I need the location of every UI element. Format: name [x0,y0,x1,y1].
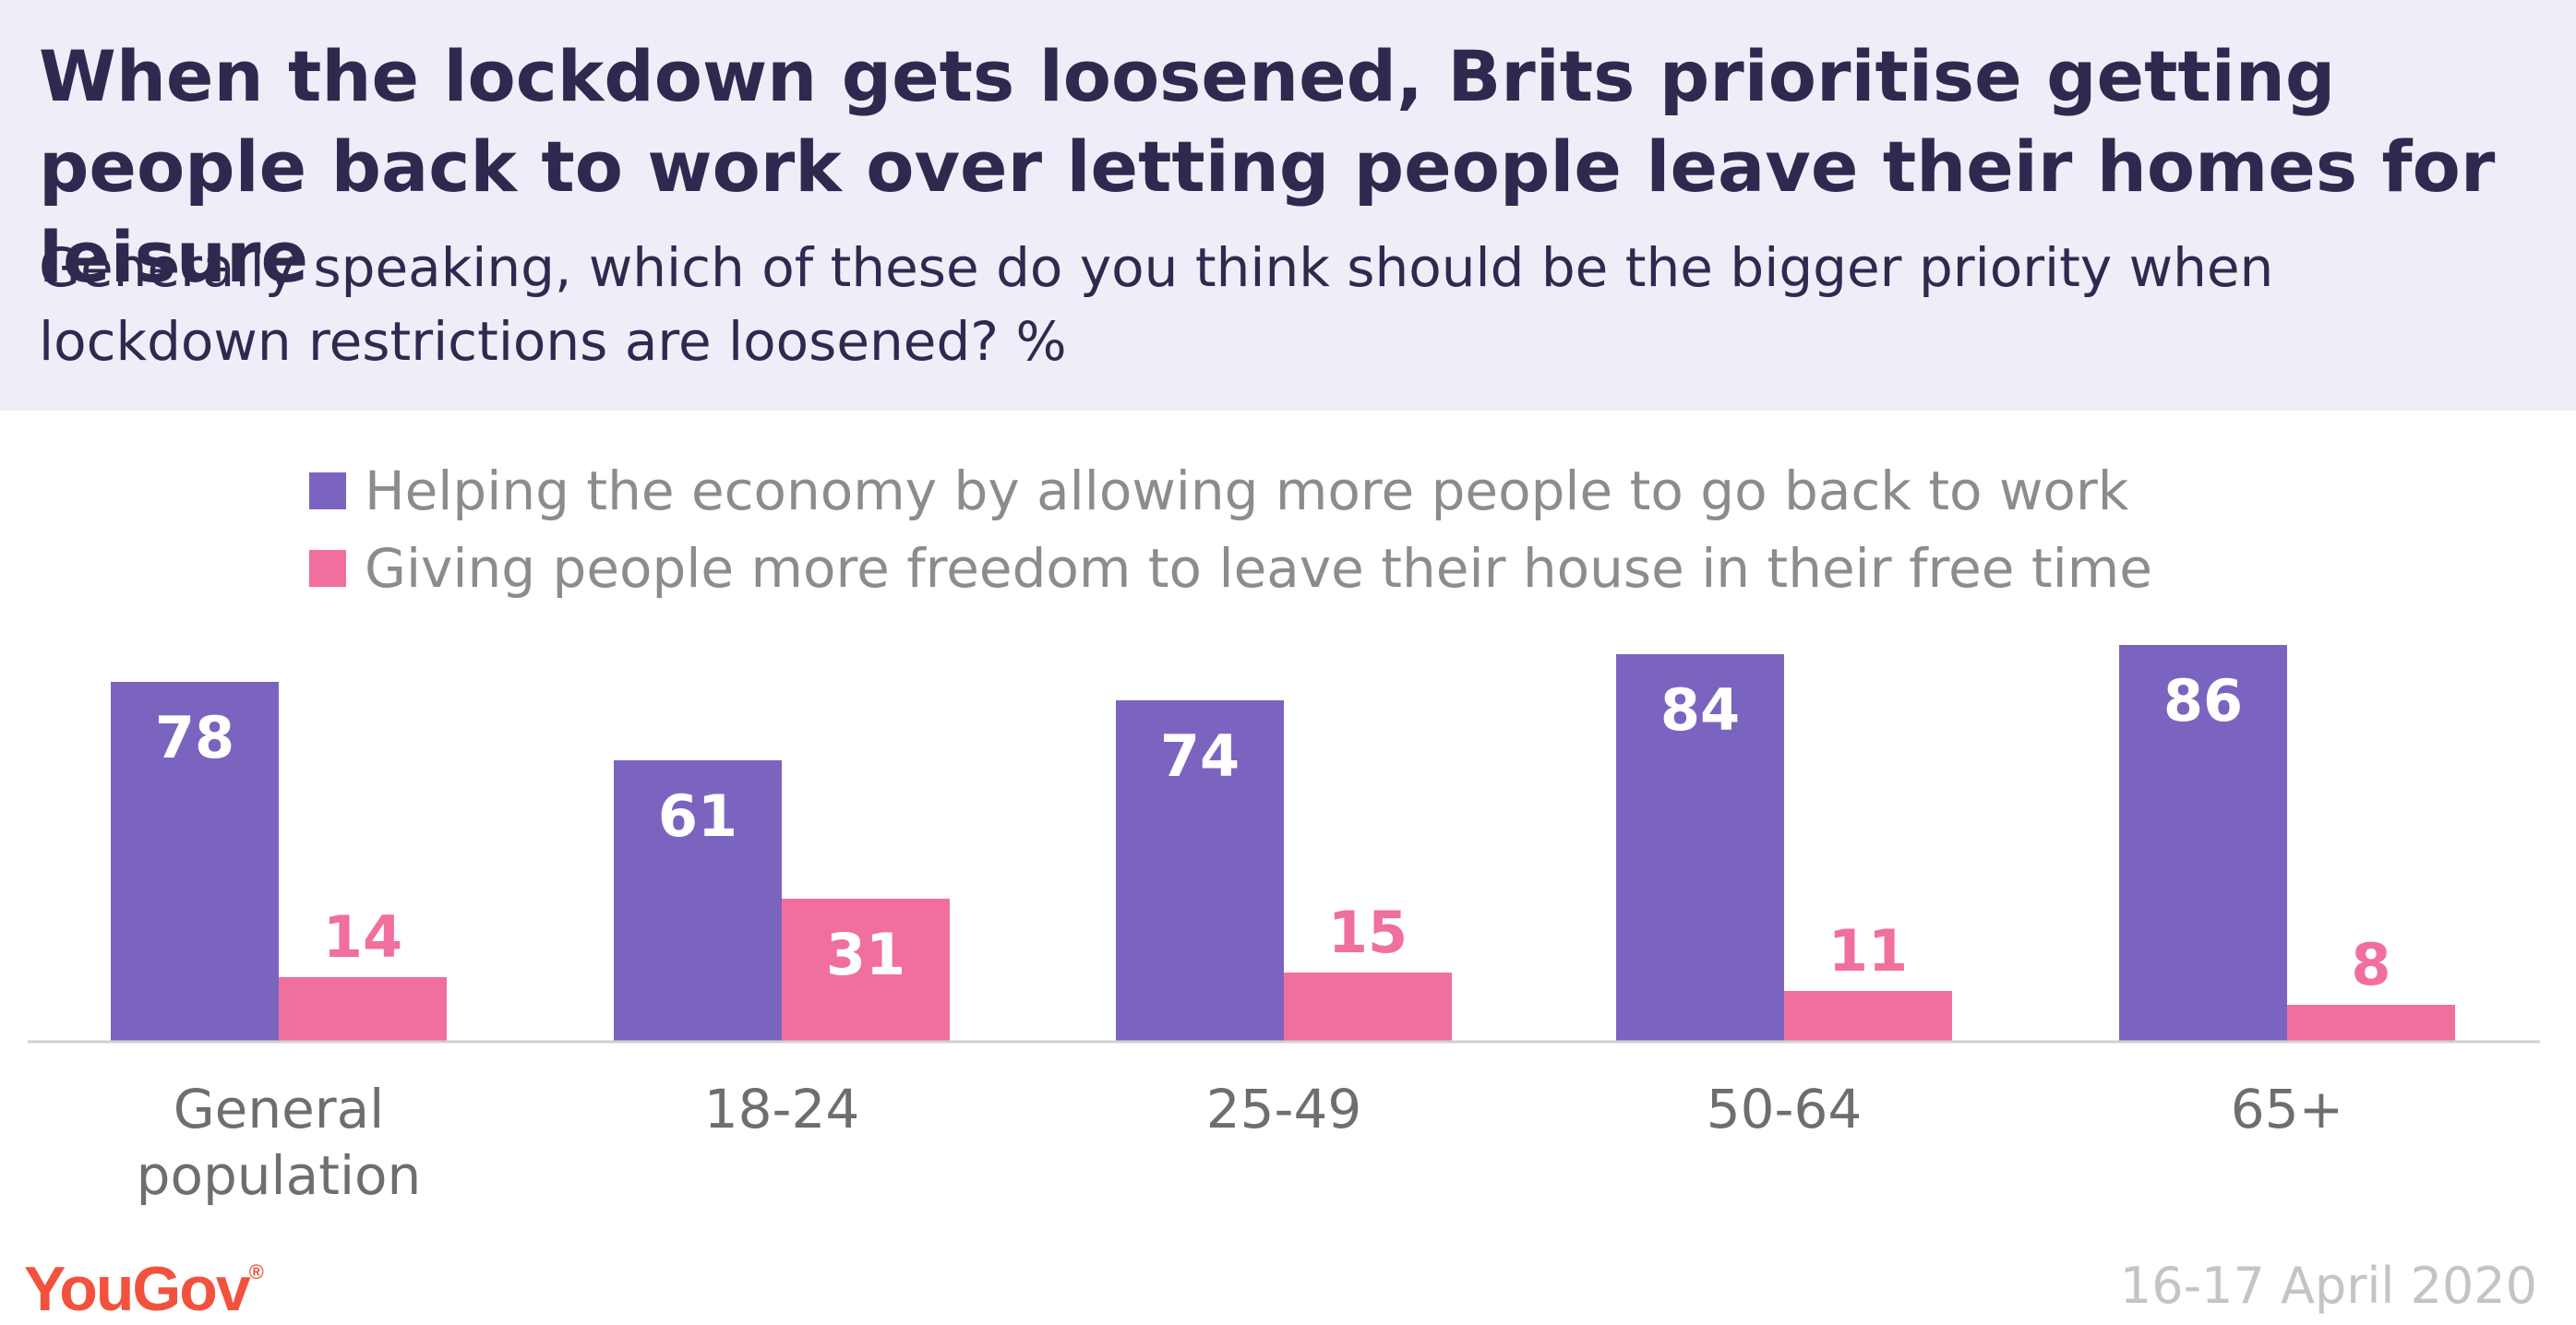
bar-series1-0 [111,682,279,1042]
yougov-logo: YouGov® [24,1253,264,1325]
data-label-series2-2: 15 [1328,899,1408,966]
data-label-series2-3: 11 [1828,917,1908,985]
bar-series1-2 [1116,700,1284,1042]
data-label-series2-1: 31 [826,921,905,988]
bar-series1-3 [1616,654,1784,1042]
data-label-series1-1: 61 [658,782,737,850]
bar-series2-2 [1284,973,1452,1042]
bar-series1-1 [614,760,782,1042]
category-label-2: 25-49 [1206,1078,1362,1140]
logo-text: YouGov [24,1254,251,1324]
chart-subtitle: Generally speaking, which of these do yo… [39,236,2274,373]
legend-item-series1: Helping the economy by allowing more peo… [309,452,2152,530]
legend-swatch-series1 [309,472,346,509]
bar-series1-4 [2119,645,2287,1042]
data-label-series2-4: 8 [2351,931,2390,998]
bar-series2-1 [782,899,950,1042]
data-label-series2-0: 14 [323,903,402,971]
bar-chart: 78 14 General population 61 31 18-24 74 15 25-49 8… [28,645,2540,1207]
data-label-series1-0: 78 [155,704,234,771]
registered-mark: ® [248,1260,264,1283]
data-label-series1-3: 84 [1660,676,1740,744]
bar-series2-0 [279,977,447,1042]
category-label-0: General population [137,1078,422,1207]
legend: Helping the economy by allowing more peo… [309,452,2152,607]
category-label-4: 65+ [2231,1078,2343,1140]
data-label-series1-4: 86 [2163,667,2243,734]
category-label-1: 18-24 [704,1078,860,1140]
legend-label-series1: Helping the economy by allowing more peo… [365,460,2129,522]
legend-label-series2: Giving people more freedom to leave thei… [365,537,2152,600]
chart-title: When the lockdown gets loosened, Brits p… [39,35,2496,298]
survey-date: 16-17 April 2020 [2119,1257,2537,1315]
legend-swatch-series2 [309,550,346,587]
data-label-series1-2: 74 [1160,722,1240,790]
bar-series2-3 [1784,991,1952,1042]
header-panel [0,0,2576,411]
bar-series2-4 [2287,1005,2455,1042]
legend-item-series2: Giving people more freedom to leave thei… [309,530,2152,607]
category-label-3: 50-64 [1707,1078,1863,1140]
